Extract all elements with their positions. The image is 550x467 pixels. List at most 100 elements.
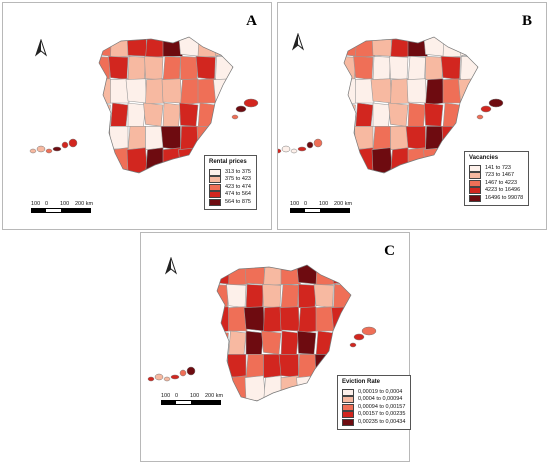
province-region bbox=[390, 126, 409, 150]
canary-island bbox=[313, 138, 323, 148]
legend-item-label: 375 to 423 bbox=[225, 176, 251, 182]
province-region bbox=[197, 37, 218, 58]
province-region bbox=[161, 78, 182, 104]
balearic-island bbox=[488, 98, 504, 108]
vacancies-map bbox=[278, 36, 504, 174]
legend-swatch bbox=[342, 403, 354, 411]
legend-item: 564 to 875 bbox=[209, 199, 251, 207]
province-region bbox=[99, 147, 113, 173]
province-region bbox=[197, 102, 216, 129]
mainland-outline bbox=[216, 264, 352, 402]
legend-swatch bbox=[469, 172, 481, 180]
legend-item: 141 to 723 bbox=[469, 165, 523, 173]
legend-item-label: 4223 to 16496 bbox=[485, 187, 521, 193]
province-region bbox=[108, 56, 129, 81]
legend-item: 0,00235 to 0,00434 bbox=[342, 419, 405, 427]
province-region bbox=[262, 284, 282, 308]
province-region bbox=[263, 306, 283, 333]
scale-bar: 100 0 100 200 km bbox=[31, 201, 93, 213]
province-region bbox=[315, 330, 334, 357]
legend-swatch bbox=[469, 187, 481, 195]
legend-title: Eviction Rate bbox=[342, 379, 381, 385]
province-region bbox=[344, 78, 357, 106]
province-region bbox=[179, 102, 199, 127]
province-region bbox=[243, 306, 265, 332]
province-region bbox=[126, 37, 148, 57]
legend-item: 0,00157 to 0,00235 bbox=[342, 411, 405, 419]
province-region bbox=[442, 37, 463, 58]
province-region bbox=[261, 330, 282, 355]
canary-island bbox=[163, 376, 171, 382]
scale-label: 0 bbox=[175, 393, 179, 399]
scale-label: 200 km bbox=[75, 201, 94, 207]
province-region bbox=[143, 102, 164, 127]
province-region bbox=[460, 56, 478, 81]
province-region bbox=[442, 102, 461, 129]
map-panel-vacancies: B Vacancies 141 to 723 723 to 1467 1467 … bbox=[277, 2, 547, 230]
scale-label: 100 bbox=[161, 393, 171, 399]
legend-item-label: 16496 to 99078 bbox=[485, 194, 524, 201]
province-region bbox=[109, 126, 129, 150]
north-arrow-icon bbox=[292, 33, 304, 51]
province-region bbox=[99, 126, 111, 151]
legend-item: 723 to 1467 bbox=[469, 172, 523, 180]
panel-label: A bbox=[246, 13, 257, 29]
scale-label: 100 bbox=[190, 393, 200, 399]
scale-label: 100 bbox=[290, 201, 300, 207]
province-region bbox=[145, 126, 164, 150]
province-region bbox=[354, 126, 374, 150]
province-region bbox=[127, 56, 146, 81]
canary-island bbox=[61, 141, 69, 149]
province-region bbox=[315, 265, 336, 286]
province-region bbox=[99, 102, 111, 127]
balearic-island bbox=[353, 333, 365, 341]
legend-swatch bbox=[342, 411, 354, 419]
province-region bbox=[244, 375, 266, 401]
province-region bbox=[279, 306, 300, 332]
province-region bbox=[460, 102, 478, 127]
province-region bbox=[406, 78, 427, 104]
scale-label: 100 bbox=[31, 201, 41, 207]
legend-swatch bbox=[342, 418, 354, 426]
legend-item-label: 313 to 375 bbox=[225, 168, 251, 175]
balearic-island bbox=[243, 98, 259, 108]
province-region bbox=[371, 147, 393, 173]
province-region bbox=[144, 56, 164, 80]
province-region bbox=[195, 56, 216, 81]
legend-swatch bbox=[209, 183, 221, 191]
legend-swatch bbox=[469, 194, 481, 202]
province-region bbox=[459, 37, 478, 57]
province-region bbox=[297, 330, 317, 355]
province-region bbox=[389, 56, 409, 80]
legend-item-label: 423 to 474 bbox=[225, 183, 251, 190]
canary-island bbox=[186, 366, 196, 376]
province-region bbox=[127, 102, 146, 127]
canary-island bbox=[147, 376, 155, 382]
legend-item: 423 to 474 bbox=[209, 184, 251, 192]
legend-item: 0,0004 to 0,00094 bbox=[342, 396, 405, 404]
province-region bbox=[405, 126, 426, 151]
province-region bbox=[245, 284, 264, 309]
scale-label: 100 bbox=[319, 201, 329, 207]
legend-swatch bbox=[209, 198, 221, 206]
legend-item: 1467 to 4223 bbox=[469, 180, 523, 188]
province-region bbox=[99, 78, 112, 106]
province-region bbox=[390, 37, 411, 59]
province-region bbox=[180, 56, 199, 80]
province-region bbox=[423, 37, 446, 57]
province-region bbox=[390, 78, 410, 105]
legend-item: 474 to 564 bbox=[209, 191, 251, 199]
province-region bbox=[110, 37, 131, 58]
province-region bbox=[315, 375, 336, 401]
province-region bbox=[214, 37, 233, 57]
canary-island bbox=[306, 141, 314, 149]
province-region bbox=[217, 265, 231, 285]
province-region bbox=[178, 37, 201, 57]
canary-island bbox=[45, 148, 53, 154]
legend-item-label: 474 to 564 bbox=[225, 191, 251, 197]
balearic-island bbox=[361, 326, 377, 336]
canary-island bbox=[278, 148, 282, 154]
province-region bbox=[227, 354, 247, 378]
canary-island bbox=[52, 146, 62, 152]
province-region bbox=[280, 284, 299, 311]
